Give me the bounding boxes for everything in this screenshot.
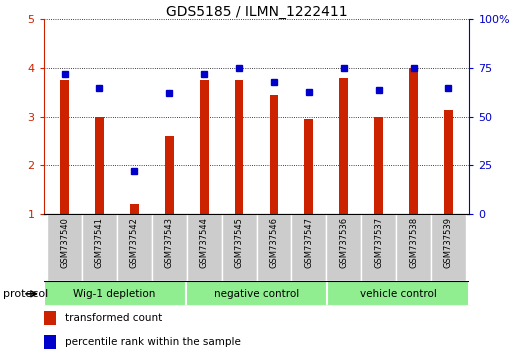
Bar [186,281,327,306]
Text: GSM737543: GSM737543 [165,217,174,268]
Text: GSM737542: GSM737542 [130,217,139,268]
Text: percentile rank within the sample: percentile rank within the sample [65,337,241,347]
Bar [270,95,279,214]
Bar [431,214,466,281]
Bar [44,335,56,349]
Text: negative control: negative control [214,289,299,299]
Bar [340,78,348,214]
Bar [327,281,469,306]
Bar [95,117,104,214]
Text: GSM737544: GSM737544 [200,217,209,268]
Bar [165,136,173,214]
Bar [222,214,256,281]
Text: GSM737547: GSM737547 [304,217,313,268]
Text: GSM737538: GSM737538 [409,217,418,268]
Bar [396,214,431,281]
Bar [117,214,152,281]
Text: GSM737541: GSM737541 [95,217,104,268]
Bar [374,117,383,214]
Bar [44,281,186,306]
Text: GSM737540: GSM737540 [60,217,69,268]
Bar [234,80,243,214]
Bar [444,109,453,214]
Bar [44,311,56,325]
Bar [200,80,208,214]
Text: GSM737536: GSM737536 [339,217,348,268]
Bar [60,80,69,214]
Text: Wig-1 depletion: Wig-1 depletion [73,289,156,299]
Bar [47,214,82,281]
Bar [256,214,291,281]
Text: protocol: protocol [3,289,48,299]
Bar [326,214,361,281]
Text: GSM737546: GSM737546 [269,217,279,268]
Text: GSM737539: GSM737539 [444,217,453,268]
Bar [130,205,139,214]
Bar [82,214,117,281]
Bar [187,214,222,281]
Text: vehicle control: vehicle control [360,289,437,299]
Bar [291,214,326,281]
Text: GDS5185 / ILMN_1222411: GDS5185 / ILMN_1222411 [166,5,347,19]
Text: transformed count: transformed count [65,313,162,323]
Text: GSM737545: GSM737545 [234,217,244,268]
Bar [305,119,313,214]
Text: GSM737537: GSM737537 [374,217,383,268]
Bar [152,214,187,281]
Bar [409,68,418,214]
Bar [361,214,396,281]
